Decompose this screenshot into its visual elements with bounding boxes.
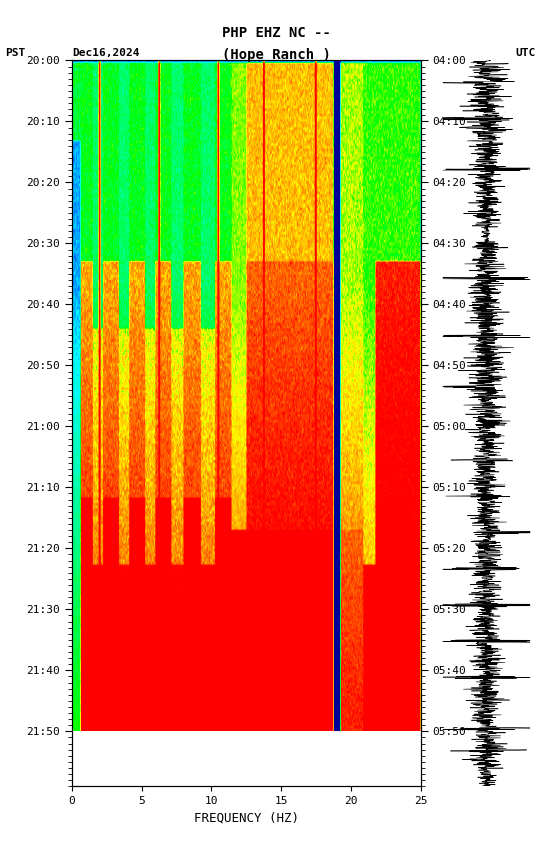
Text: (Hope Ranch ): (Hope Ranch ) [221,48,331,61]
Text: UTC: UTC [515,48,535,58]
Text: Dec16,2024: Dec16,2024 [72,48,139,58]
Text: PST: PST [6,48,26,58]
Text: PHP EHZ NC --: PHP EHZ NC -- [221,26,331,40]
X-axis label: FREQUENCY (HZ): FREQUENCY (HZ) [194,811,299,824]
